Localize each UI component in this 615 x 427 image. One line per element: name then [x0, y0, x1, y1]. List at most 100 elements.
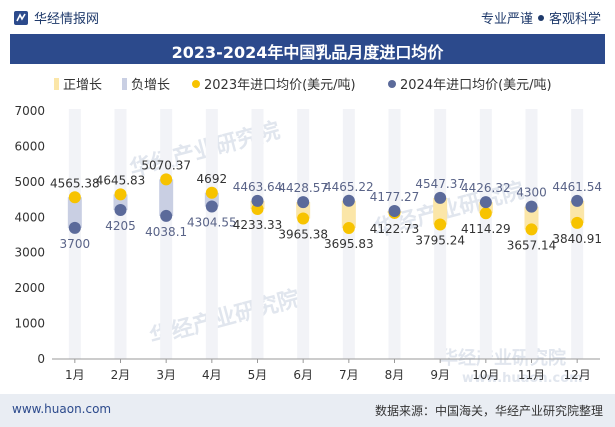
x-tick-label: 3月 [156, 368, 176, 382]
data-label-2024: 4205 [105, 219, 136, 233]
x-axis: 1月 2月 3月 4月 5月 6月 7月 8月 9月 10月 11月 12月 [52, 358, 600, 382]
x-tick-label: 1月 [65, 368, 85, 382]
data-label-2023: 4114.29 [461, 222, 511, 236]
footer: www.huaon.com 数据来源：中国海关，华经产业研究院整理 [0, 394, 615, 427]
data-label-2023: 3840.91 [552, 232, 602, 246]
data-label-2023: 3795.24 [415, 234, 465, 248]
data-label-2024: 4177.27 [370, 190, 420, 204]
point-2024 [388, 205, 401, 218]
point-2024 [297, 196, 310, 209]
legend-positive-swatch [54, 78, 59, 90]
month-column-bg [114, 109, 127, 359]
y-tick-label: 1000 [14, 317, 45, 331]
point-2023 [205, 186, 218, 199]
point-2023 [160, 173, 173, 186]
point-2024 [68, 221, 81, 234]
month-column-bg [251, 109, 264, 359]
negative-growth-bar [67, 197, 82, 228]
point-2023 [571, 216, 584, 229]
y-tick-label: 7000 [14, 104, 45, 118]
data-source: 数据来源：中国海关，华经产业研究院整理 [374, 404, 603, 418]
watermark-site: www.huaon.com [462, 371, 583, 386]
slogan-left: 专业严谨 [480, 12, 533, 27]
month-column-bg [479, 109, 492, 359]
x-tick-label: 9月 [430, 368, 450, 382]
data-label-2023: 3695.83 [324, 237, 374, 251]
x-tick-label: 5月 [248, 368, 268, 382]
x-tick-label: 11月 [518, 368, 545, 382]
point-2024 [114, 204, 127, 217]
data-label-2023: 4233.33 [233, 218, 283, 232]
month-column-bg [160, 109, 173, 359]
footer-site: www.huaon.com [12, 402, 112, 416]
data-label-2024: 4463.64 [233, 180, 283, 194]
negative-growth-bar [159, 179, 174, 216]
point-2024 [525, 200, 538, 213]
legend-2024-marker [388, 80, 396, 88]
data-label-2024: 4428.57 [278, 181, 328, 195]
positive-growth-bar [433, 197, 448, 225]
data-label-2024: 4461.54 [552, 180, 602, 194]
point-2024 [251, 194, 264, 207]
chart-title: 2023-2024年中国乳品月度进口均价 [171, 43, 444, 62]
y-tick-label: 4000 [14, 210, 45, 224]
y-tick-label: 0 [37, 352, 45, 366]
data-label-2024: 3700 [60, 237, 91, 251]
y-axis: 0 1000 2000 3000 4000 5000 6000 7000 [14, 104, 45, 366]
data-label-2023: 4122.73 [370, 222, 420, 236]
x-tick-label: 7月 [339, 368, 359, 382]
y-tick-label: 3000 [14, 246, 45, 260]
slogan-right: 客观科学 [548, 12, 601, 27]
data-label-2024: 4300 [516, 186, 547, 200]
point-2024 [479, 196, 492, 209]
legend-2024-label: 2024年进口均价(美元/吨) [400, 78, 552, 93]
data-label-2023: 3965.38 [278, 228, 328, 242]
data-label-2023: 5070.37 [141, 158, 191, 172]
legend-2023-label: 2023年进口均价(美元/吨) [204, 78, 356, 93]
legend-2023-marker [192, 80, 200, 88]
point-2023 [342, 222, 355, 235]
x-tick-label: 12月 [564, 368, 591, 382]
month-column-bg [571, 109, 584, 359]
chart: 华经产业研究院 华经产业研究院 华经产业研究院 华经产业研究院 www.huao… [14, 78, 602, 386]
y-tick-label: 6000 [14, 139, 45, 153]
legend: 正增长 负增长 2023年进口均价(美元/吨) 2024年进口均价(美元/吨) [54, 78, 552, 93]
point-2023 [479, 207, 492, 220]
point-2023 [68, 191, 81, 204]
point-2023 [114, 188, 127, 201]
data-label-2024: 4465.22 [324, 180, 374, 194]
data-label-2024: 4547.37 [415, 177, 465, 191]
data-label-2023: 3657.14 [507, 238, 557, 252]
y-tick-label: 2000 [14, 281, 45, 295]
top-bar: 华经情报网 专业严谨 客观科学 [0, 0, 615, 34]
title-bar: 2023-2024年中国乳品月度进口均价 [10, 34, 605, 64]
point-2023 [525, 223, 538, 236]
data-labels: 4565.38 3700 4645.83 4205 5070.37 4038.1 4692 4… [50, 158, 602, 252]
positive-growth-bar [570, 200, 585, 223]
slogan: 专业严谨 客观科学 [481, 8, 601, 27]
month-column-bg [297, 109, 310, 359]
month-columns [68, 109, 584, 359]
point-2024 [571, 194, 584, 207]
y-tick-label: 5000 [14, 175, 45, 189]
month-column-bg [205, 109, 218, 359]
x-tick-label: 6月 [293, 368, 313, 382]
legend-positive-label: 正增长 [63, 78, 102, 93]
point-2024 [342, 194, 355, 207]
data-label-2024: 4038.1 [145, 225, 187, 239]
x-tick-label: 4月 [202, 368, 222, 382]
month-column-bg [388, 109, 401, 359]
x-tick-label: 2月 [111, 368, 131, 382]
positive-growth-bar [524, 206, 539, 230]
point-2023 [434, 218, 447, 231]
brand-name: 华经情报网 [34, 12, 100, 27]
point-2024 [205, 200, 218, 213]
watermark-4: 华经产业研究院 [440, 347, 566, 369]
point-2024 [160, 209, 173, 222]
brand: 华经情报网 [14, 8, 99, 27]
x-tick-label: 10月 [472, 368, 499, 382]
data-label-2023: 4645.83 [96, 173, 146, 187]
data-label-2023: 4692 [197, 172, 228, 186]
data-label-2024: 4304.55 [187, 215, 237, 229]
data-points [68, 173, 584, 236]
